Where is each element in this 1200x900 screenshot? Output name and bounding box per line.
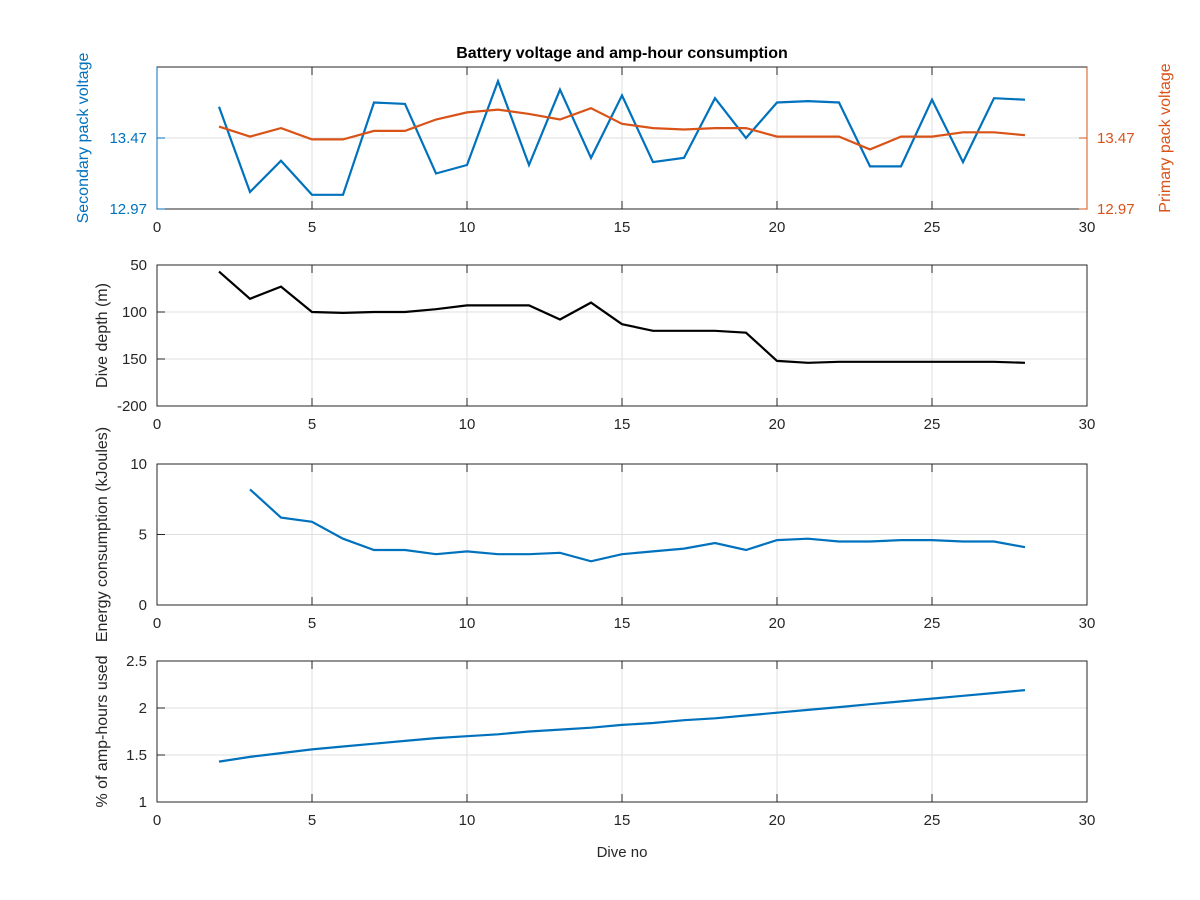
x-tick-label: 30 <box>1079 219 1096 236</box>
x-tick-label: 25 <box>924 812 941 829</box>
y-axis-label-right: Primary pack voltage <box>1157 63 1174 212</box>
x-axis-label: Dive no <box>597 844 648 861</box>
x-tick-label: 0 <box>153 219 161 236</box>
y-tick-label: 13.47 <box>109 130 147 147</box>
x-tick-label: 5 <box>308 615 316 632</box>
x-tick-label: 25 <box>924 416 941 433</box>
y-tick-label: 1 <box>139 794 147 811</box>
x-tick-label: 20 <box>769 219 786 236</box>
x-tick-label: 0 <box>153 416 161 433</box>
y-tick-label: 150 <box>122 351 147 368</box>
x-tick-label: 30 <box>1079 812 1096 829</box>
y-axis-label: Energy consumption (kJoules) <box>94 427 111 642</box>
x-tick-label: 15 <box>614 219 631 236</box>
y-tick-label: 10 <box>130 456 147 473</box>
y-tick-label: 2.5 <box>126 653 147 670</box>
series-line-voltage-0 <box>217 78 1026 196</box>
x-tick-label: 20 <box>769 812 786 829</box>
series-line-amphours-0 <box>218 689 1026 763</box>
figure-title: Battery voltage and amp-hour consumption <box>456 45 788 62</box>
x-tick-label: 10 <box>459 416 476 433</box>
x-tick-label: 5 <box>308 416 316 433</box>
series-line-depth-0 <box>218 270 1026 364</box>
y-tick-label: 12.97 <box>109 201 147 218</box>
x-tick-label: 5 <box>308 219 316 236</box>
y-tick-label: 1.5 <box>126 747 147 764</box>
x-tick-label: 25 <box>924 615 941 632</box>
chart-panel-amphours: 0 5 10 15 20 25 30 1 1.5 2 2.5 % of amp-hours used D… <box>94 653 1095 861</box>
series-line-voltage-1 <box>218 107 1026 151</box>
y-right-tick-label: 13.47 <box>1097 130 1135 147</box>
x-tick-label: 0 <box>153 812 161 829</box>
y-tick-label: -200 <box>117 398 147 415</box>
x-tick-label: 20 <box>769 615 786 632</box>
x-tick-label: 20 <box>769 416 786 433</box>
x-tick-label: 10 <box>459 219 476 236</box>
y-axis-label: Dive depth (m) <box>94 283 111 388</box>
x-tick-label: 30 <box>1079 416 1096 433</box>
x-tick-label: 10 <box>459 615 476 632</box>
x-tick-label: 25 <box>924 219 941 236</box>
y-tick-label: 0 <box>139 597 147 614</box>
y-tick-label: 5 <box>139 527 147 544</box>
series-line-energy-0 <box>249 488 1026 563</box>
x-tick-label: 5 <box>308 812 316 829</box>
chart-panel-energy: 0 5 10 15 20 25 30 0 5 10 Energy consumption (kJou… <box>94 427 1095 642</box>
x-tick-label: 15 <box>614 416 631 433</box>
x-tick-label: 10 <box>459 812 476 829</box>
y-tick-label: 100 <box>122 304 147 321</box>
x-tick-label: 0 <box>153 615 161 632</box>
y-axis-label-left: Secondary pack voltage <box>75 53 92 224</box>
x-tick-label: 30 <box>1079 615 1096 632</box>
y-tick-label: 50 <box>130 257 147 274</box>
y-axis-label: % of amp-hours used <box>94 655 111 807</box>
y-right-tick-label: 12.97 <box>1097 201 1135 218</box>
y-tick-label: 2 <box>139 700 147 717</box>
chart-panel-depth: 0 5 10 15 20 25 30 50 100 150 -200 Dive depth (m) <box>94 257 1095 433</box>
x-tick-label: 15 <box>614 615 631 632</box>
x-tick-label: 15 <box>614 812 631 829</box>
